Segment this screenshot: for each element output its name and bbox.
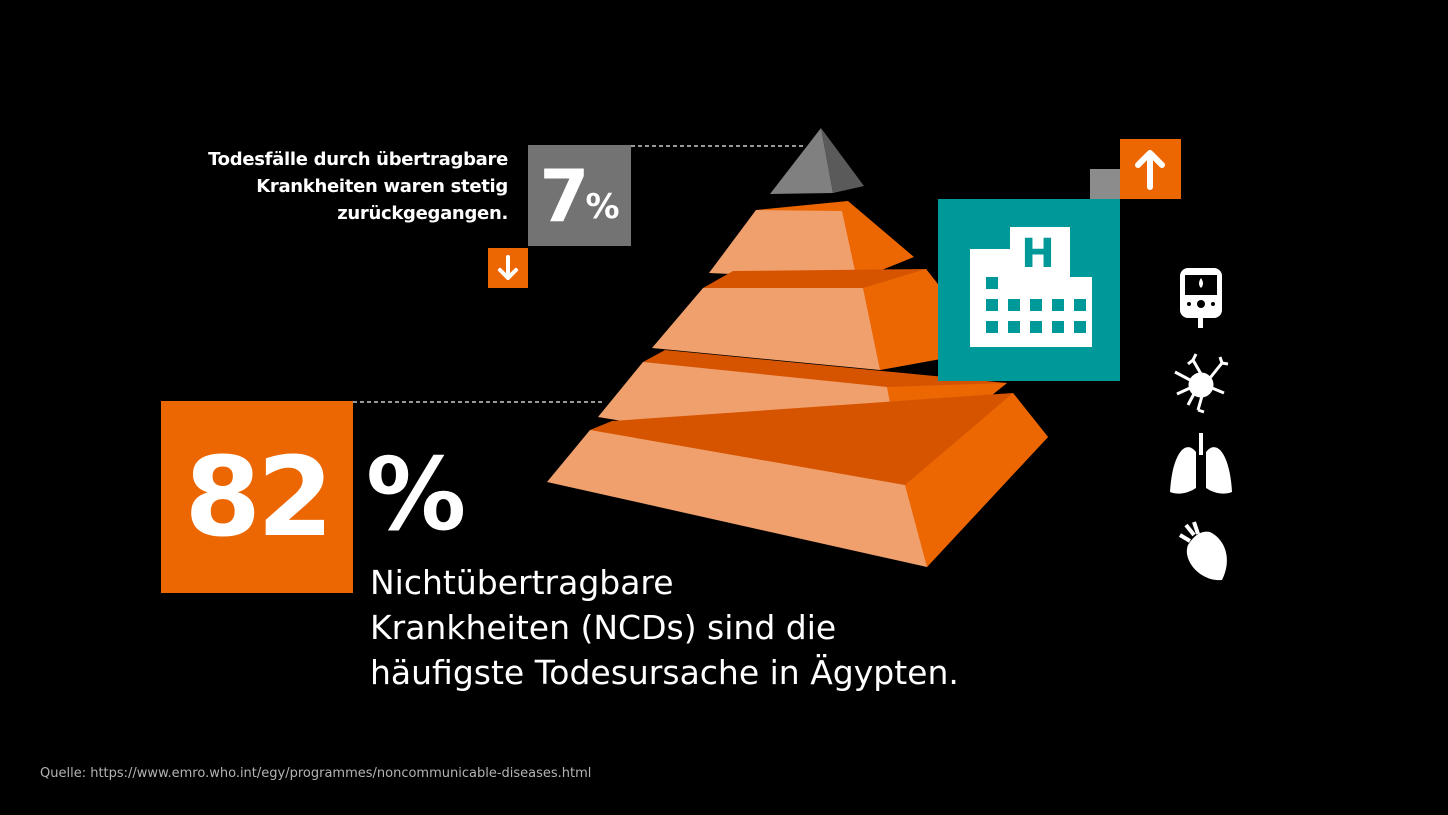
hospital-icon: H	[938, 199, 1120, 381]
stat-7-percent-box: 7%	[528, 145, 631, 246]
svg-text:H: H	[1021, 231, 1054, 277]
note-line: Krankheiten waren stetig	[256, 176, 508, 197]
stat-82-unit: %	[366, 436, 467, 553]
statement-line: Nichtübertragbare	[370, 563, 674, 602]
pyramid-layer-4	[547, 393, 1048, 567]
arrow-down-icon	[488, 248, 528, 288]
pyramid-top-gray	[770, 128, 864, 194]
lungs-icon	[1170, 433, 1232, 494]
disease-icons	[1170, 268, 1232, 581]
stat-82-box: 82	[161, 401, 353, 593]
communicable-diseases-note: Todesfälle durch übertragbare Krankheite…	[150, 146, 508, 227]
glucose-meter-icon	[1180, 268, 1222, 328]
statement-line: Krankheiten (NCDs) sind die	[370, 608, 837, 647]
note-line: Todesfälle durch übertragbare	[208, 149, 508, 170]
stat-unit: %	[585, 186, 620, 227]
arrow-up-icon	[1120, 139, 1181, 199]
statement-line: häufigste Todesursache in Ägypten.	[370, 653, 959, 692]
stat-value: 7	[539, 153, 589, 238]
pyramid-layer-1	[709, 201, 914, 280]
cancer-cell-icon	[1174, 353, 1229, 414]
source-citation: Quelle: https://www.emro.who.int/egy/pro…	[40, 766, 592, 781]
gray-square-decoration	[1090, 169, 1120, 199]
note-line: zurückgegangen.	[337, 203, 508, 224]
pyramid-layer-2	[652, 269, 990, 370]
ncd-statement: Nichtübertragbare Krankheiten (NCDs) sin…	[370, 560, 959, 695]
heart-icon	[1178, 521, 1227, 581]
